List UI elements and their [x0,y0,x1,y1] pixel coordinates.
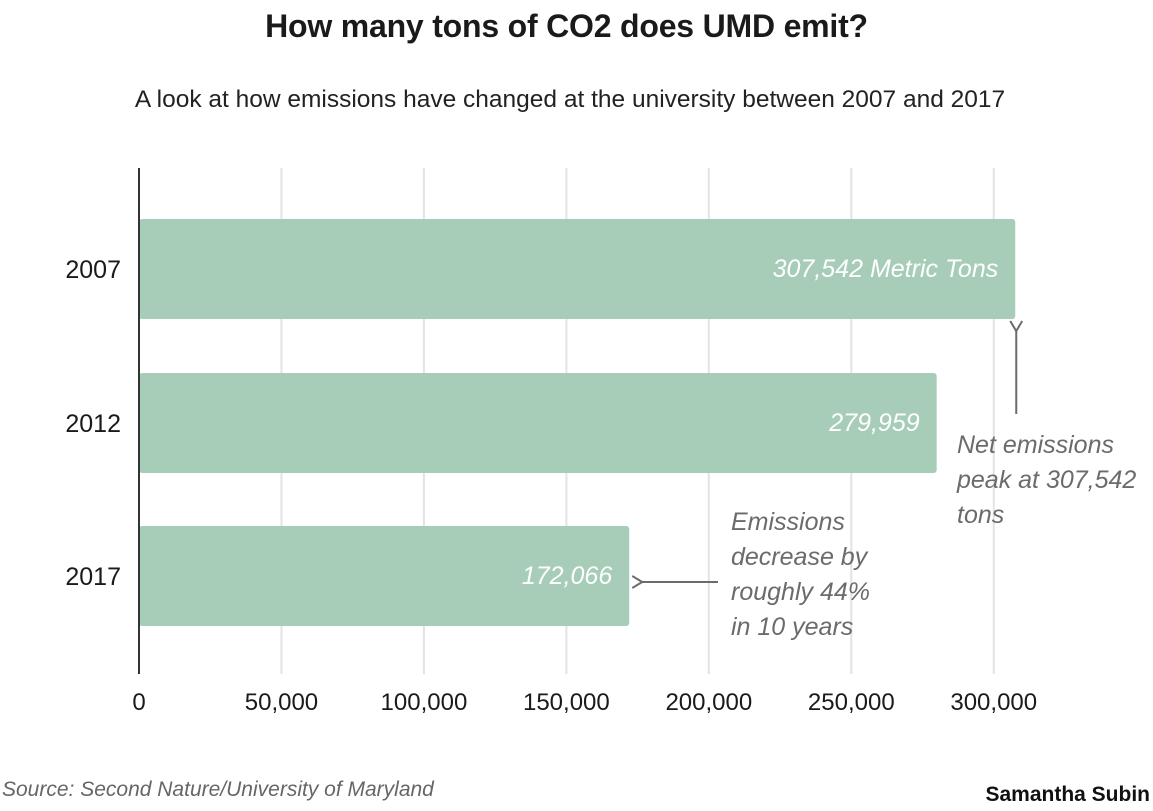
chart-title: How many tons of CO2 does UMD emit? [265,8,868,44]
bar-2017 [139,526,630,626]
decrease-annotation-line: Emissions [731,508,845,536]
peak-annotation-line: Net emissions [957,431,1114,459]
category-labels: 2007 2012 2017 [65,256,121,591]
decrease-annotation-line: in 10 years [731,613,853,641]
bar-data-label: 172,066 [522,562,612,590]
annotations: Net emissions peak at 307,542 tons Emission… [631,320,1136,641]
x-tick-label: 100,000 [381,689,468,716]
bar-data-labels: 307,542 Metric Tons 279,959 172,066 [522,255,998,590]
bar-2007 [139,219,1016,319]
category-label: 2017 [65,563,121,591]
x-tick-label: 150,000 [523,689,610,716]
author-credit: Samantha Subin [985,783,1150,806]
decrease-annotation-line: decrease by [731,543,869,571]
category-label: 2012 [65,410,121,438]
bars [139,219,1016,626]
x-tick-label: 50,000 [245,689,318,716]
x-tick-label: 300,000 [950,689,1037,716]
x-tick-label: 200,000 [665,689,752,716]
bar-data-label: 279,959 [828,409,919,437]
source-note: Source: Second Nature/University of Mary… [2,778,434,801]
chart-subtitle: A look at how emissions have changed at … [134,86,1006,113]
x-tick-labels: 0 50,000 100,000 150,000 200,000 250,000 300,0… [132,689,1037,716]
x-tick-label: 250,000 [808,689,895,716]
x-tick-label: 0 [132,689,145,716]
decrease-annotation-line: roughly 44% [731,578,870,606]
peak-annotation-line: peak at 307,542 [956,466,1136,494]
bar-data-label: 307,542 Metric Tons [773,255,999,283]
category-label: 2007 [65,256,121,284]
bar-2012 [139,373,937,473]
peak-annotation-line: tons [957,501,1004,529]
